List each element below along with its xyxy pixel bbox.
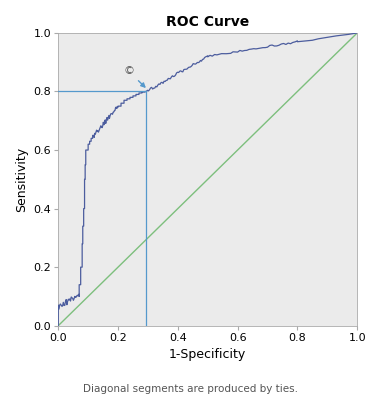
Y-axis label: Sensitivity: Sensitivity xyxy=(15,147,28,212)
X-axis label: 1-Specificity: 1-Specificity xyxy=(169,348,247,361)
Text: ©: © xyxy=(123,66,145,87)
Title: ROC Curve: ROC Curve xyxy=(166,15,249,29)
Text: Diagonal segments are produced by ties.: Diagonal segments are produced by ties. xyxy=(83,384,298,394)
